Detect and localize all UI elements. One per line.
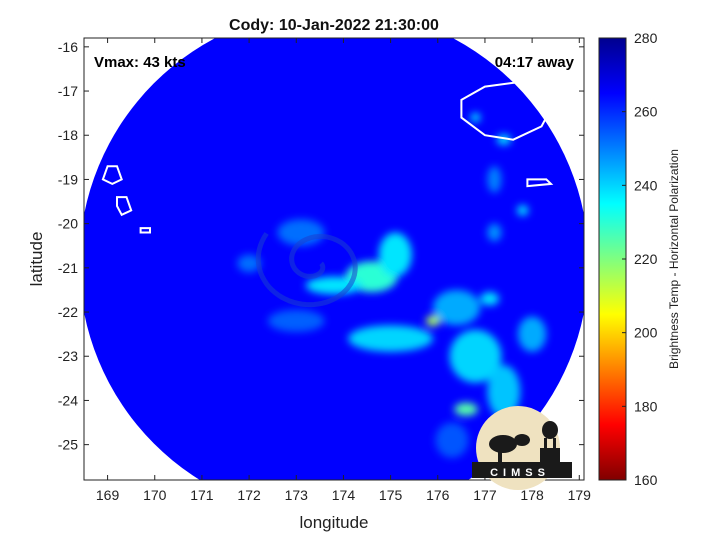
logo-dish-mid bbox=[514, 434, 530, 446]
logo-tower-tank bbox=[542, 421, 558, 439]
colorbar-tick-label: 260 bbox=[634, 104, 658, 120]
y-axis-ticks: -16 -17 -18 -19 -20 -21 -22 -23 -24 -25 bbox=[58, 39, 584, 453]
temp-feature-8 bbox=[454, 402, 478, 416]
spiral-arm bbox=[255, 232, 358, 308]
temp-feature-18 bbox=[237, 254, 261, 273]
x-tick-label: 176 bbox=[426, 487, 450, 503]
colorbar-ticks: 280 260 240 220 200 180 160 bbox=[622, 30, 658, 488]
temp-feature-10 bbox=[480, 292, 500, 306]
x-tick-label: 173 bbox=[285, 487, 309, 503]
y-tick-label: -16 bbox=[58, 39, 78, 55]
temp-feature-13 bbox=[517, 316, 547, 352]
temp-feature-7 bbox=[449, 329, 502, 383]
y-tick-label: -18 bbox=[58, 127, 78, 143]
colorbar-tick-label: 160 bbox=[634, 472, 658, 488]
y-tick-label: -22 bbox=[58, 304, 78, 320]
logo-dish-left bbox=[489, 435, 517, 453]
chart-title: Cody: 10-Jan-2022 21:30:00 bbox=[229, 17, 439, 34]
colorbar-tick-label: 180 bbox=[634, 398, 658, 414]
logo-ground bbox=[472, 462, 572, 478]
x-tick-label: 171 bbox=[190, 487, 214, 503]
colorbar-tick-label: 240 bbox=[634, 177, 658, 193]
y-tick-label: -21 bbox=[58, 260, 78, 276]
brightness-temp-swath bbox=[84, 38, 584, 480]
x-tick-label: 170 bbox=[143, 487, 167, 503]
x-tick-label: 172 bbox=[237, 487, 261, 503]
x-tick-label: 175 bbox=[379, 487, 403, 503]
logo-building bbox=[540, 448, 560, 464]
temp-feature-5 bbox=[348, 325, 434, 352]
colorbar bbox=[598, 37, 627, 481]
y-tick-label: -19 bbox=[58, 171, 78, 187]
temp-feature-12 bbox=[487, 223, 502, 242]
colorbar-tick-label: 220 bbox=[634, 251, 658, 267]
coastline-island-ne bbox=[460, 81, 553, 141]
temp-feature-15 bbox=[470, 113, 481, 122]
y-tick-label: -25 bbox=[58, 437, 78, 453]
temp-feature-2 bbox=[378, 232, 412, 277]
temp-feature-6 bbox=[433, 289, 481, 326]
coastlines bbox=[101, 62, 584, 234]
temp-feature-20 bbox=[435, 422, 469, 458]
x-tick-label: 174 bbox=[332, 487, 356, 503]
x-tick-label: 177 bbox=[473, 487, 497, 503]
coastline-island-w1 bbox=[101, 165, 123, 186]
coastline-island-w3 bbox=[139, 227, 151, 234]
y-axis-label: latitude bbox=[27, 232, 46, 287]
axes-frame bbox=[83, 37, 585, 481]
y-tick-label: -23 bbox=[58, 348, 78, 364]
colorbar-tick-label: 280 bbox=[634, 30, 658, 46]
coastline-island-ne2 bbox=[558, 62, 584, 88]
x-tick-label: 179 bbox=[568, 487, 592, 503]
temp-feature-9 bbox=[487, 365, 521, 419]
temp-feature-4 bbox=[425, 315, 441, 327]
temp-feature-19 bbox=[267, 309, 325, 332]
coastline-island-w2 bbox=[116, 196, 133, 217]
temp-feature-11 bbox=[517, 205, 529, 216]
logo-text: CIMSS bbox=[490, 467, 550, 479]
coastline-island-e2 bbox=[555, 122, 564, 131]
colorbar-tick-label: 200 bbox=[634, 325, 658, 341]
time-away-annotation: 04:17 away bbox=[495, 54, 575, 71]
logo-dish-stand bbox=[498, 448, 502, 464]
temp-feature-14 bbox=[487, 166, 502, 193]
coastline-island-e1 bbox=[526, 178, 554, 188]
colorbar-label: Brightness Temp - Horizontal Polarizatio… bbox=[667, 149, 681, 369]
cimss-logo: CIMSS bbox=[472, 406, 572, 490]
vmax-annotation: Vmax: 43 kts bbox=[94, 54, 186, 71]
x-tick-label: 169 bbox=[96, 487, 120, 503]
storm-spiral bbox=[255, 232, 358, 308]
x-tick-label: 178 bbox=[520, 487, 544, 503]
y-tick-label: -24 bbox=[58, 392, 78, 408]
x-axis-ticks: 169 170 171 172 173 174 175 176 177 178 179 bbox=[96, 38, 591, 503]
y-tick-label: -20 bbox=[58, 216, 78, 232]
x-axis-label: longitude bbox=[299, 513, 368, 532]
y-tick-label: -17 bbox=[58, 83, 78, 99]
